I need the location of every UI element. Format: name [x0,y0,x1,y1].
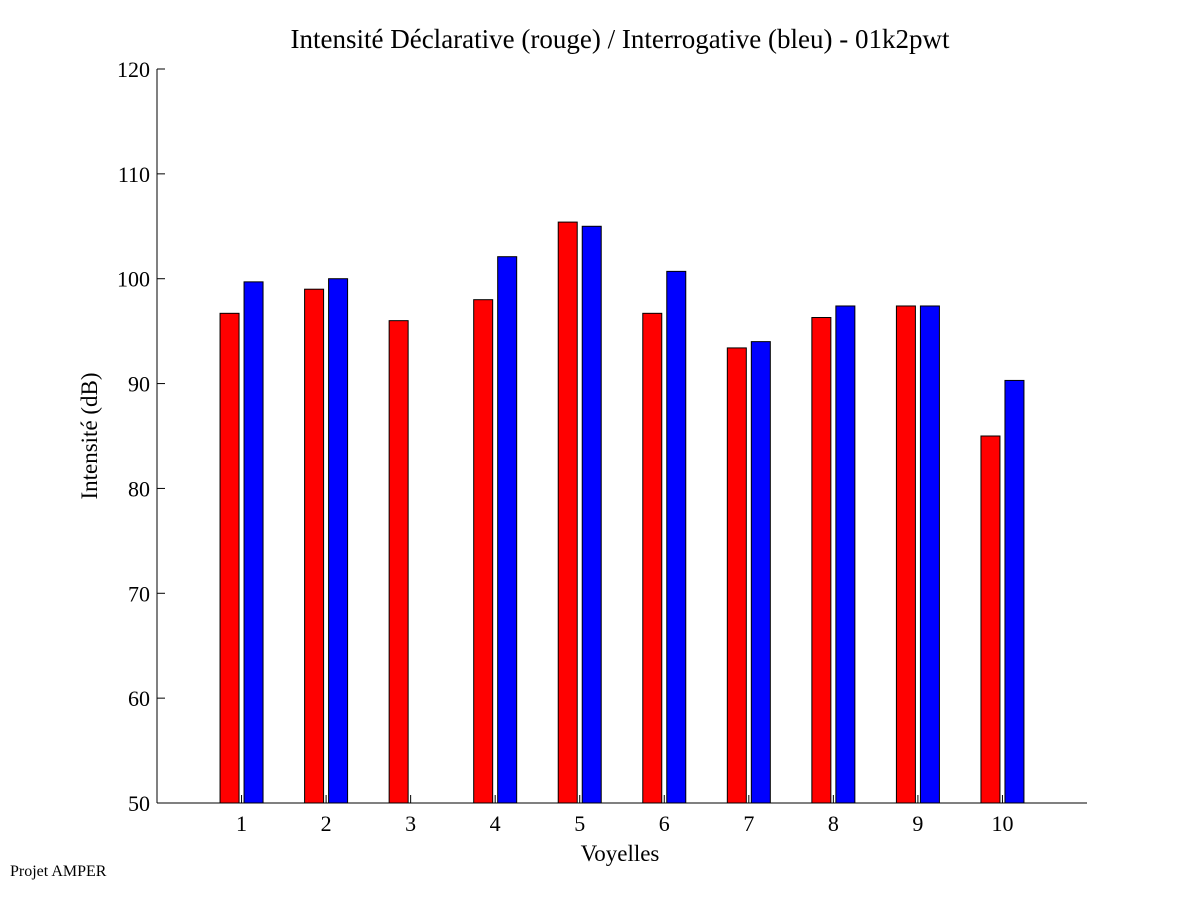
bar-declarative [473,299,494,804]
x-tick-label: 7 [743,811,754,836]
x-tick-label: 1 [236,811,247,836]
bar-interrogative [666,270,687,804]
bar-interrogative [919,305,940,804]
bar-declarative [557,221,578,804]
bar-interrogative [750,341,771,804]
bar-interrogative [243,281,264,804]
x-tick-label: 9 [912,811,923,836]
x-tick-label: 6 [659,811,670,836]
bar-declarative [980,435,1001,804]
bar-interrogative [581,225,602,804]
x-tick-label: 8 [828,811,839,836]
bar-declarative [642,312,663,804]
x-axis-label: Voyelles [581,841,660,866]
footer-credit: Projet AMPER [10,863,107,880]
y-tick-label: 110 [118,162,150,187]
y-tick-label: 80 [128,476,150,501]
bar-declarative [388,320,409,804]
bar-declarative [219,312,240,804]
x-tick-label: 4 [490,811,501,836]
x-tick-label: 3 [405,811,416,836]
bars [219,221,1025,804]
bar-interrogative [497,256,518,804]
bar-declarative [811,317,832,804]
bar-declarative [304,288,325,804]
y-tick-label: 60 [128,686,150,711]
y-tick-label: 100 [117,267,150,292]
x-tick-label: 2 [321,811,332,836]
bar-declarative [726,347,747,804]
y-tick-label: 50 [128,791,150,816]
y-tick-label: 120 [117,57,150,82]
y-tick-label: 90 [128,372,150,397]
bar-interrogative [1004,379,1025,804]
x-tick-label: 5 [574,811,585,836]
x-tick-label: 10 [991,811,1013,836]
bar-declarative [895,305,916,804]
x-axis-ticks: 1 2 3 4 5 6 7 8 9 10 [236,795,1013,836]
bar-interrogative [835,305,856,804]
y-axis-ticks: 50 60 70 80 90 100 110 120 [117,57,165,816]
bar-interrogative [328,278,349,804]
chart-title: Intensité Déclarative (rouge) / Interrog… [291,24,950,54]
y-axis-label: Intensité (dB) [77,372,102,499]
y-tick-label: 70 [128,581,150,606]
